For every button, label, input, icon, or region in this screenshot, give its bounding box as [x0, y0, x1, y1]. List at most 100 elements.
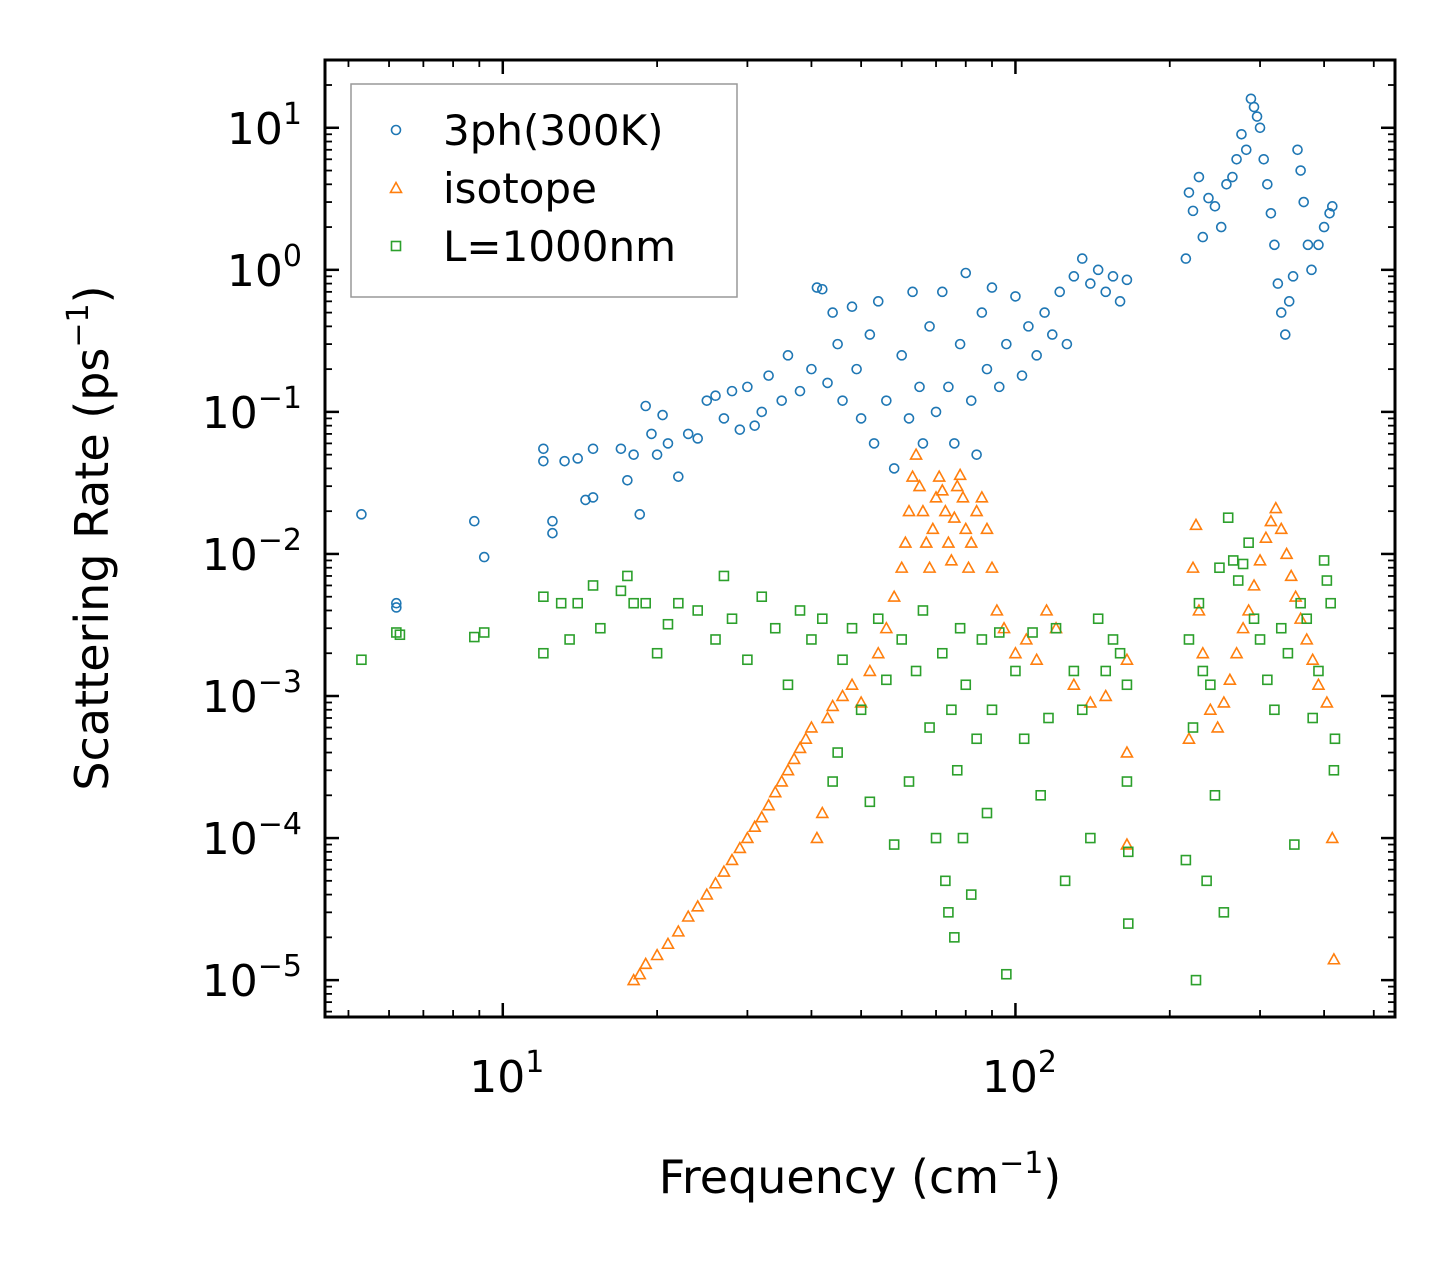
data-point	[1262, 179, 1273, 190]
data-point	[1229, 646, 1244, 659]
data-point	[1232, 575, 1244, 586]
data-point	[837, 395, 848, 406]
data-point	[622, 474, 633, 486]
data-point	[572, 453, 583, 464]
data-point	[832, 747, 843, 758]
data-point	[930, 406, 942, 418]
data-point	[816, 613, 828, 625]
data-point	[1325, 597, 1336, 609]
data-point	[905, 469, 920, 482]
data-point	[1180, 253, 1192, 264]
data-point	[1068, 665, 1080, 677]
data-point	[756, 591, 768, 603]
data-point	[1085, 832, 1096, 844]
data-point	[816, 283, 828, 295]
data-point	[1214, 562, 1225, 574]
y-tick-label: 10−5	[202, 949, 302, 1007]
data-point	[953, 467, 967, 481]
data-point	[943, 907, 954, 918]
y-tick-labels: 101 100 10−1 10−2 10−3 10−4 10−5	[202, 97, 302, 1007]
data-point	[879, 621, 894, 634]
data-point	[776, 395, 788, 406]
data-point	[1210, 720, 1225, 733]
data-point	[559, 455, 570, 467]
data-point	[394, 629, 406, 641]
data-point	[846, 301, 858, 313]
data-point	[910, 665, 922, 677]
data-point	[1186, 560, 1200, 573]
data-point	[969, 504, 984, 517]
data-point	[993, 627, 1005, 638]
data-point	[1241, 603, 1256, 616]
legend: 3ph(300K) isotope L=1000nm	[350, 83, 738, 298]
data-point	[937, 286, 948, 298]
data-point	[937, 647, 948, 659]
data-point	[1275, 622, 1287, 634]
data-point	[896, 350, 908, 361]
y-tick-label: 10−4	[202, 807, 302, 865]
data-point	[1327, 952, 1341, 965]
data-point	[718, 570, 730, 582]
data-point	[1268, 501, 1283, 514]
data-point	[538, 591, 549, 603]
data-point	[864, 329, 876, 340]
data-point	[1027, 627, 1038, 638]
data-point	[1215, 221, 1227, 233]
legend-marker	[389, 180, 403, 194]
data-point	[949, 932, 960, 943]
data-point	[1254, 634, 1266, 645]
data-point	[1301, 613, 1313, 625]
data-point	[1243, 537, 1254, 548]
data-point	[1100, 286, 1112, 298]
series-2	[356, 512, 1341, 986]
data-point	[1035, 789, 1046, 801]
data-point	[855, 413, 867, 424]
data-point	[912, 479, 927, 492]
data-point	[555, 597, 567, 609]
data-point	[1307, 712, 1318, 724]
data-point	[1122, 918, 1134, 929]
data-point	[832, 338, 843, 350]
data-point	[673, 597, 684, 609]
legend-box	[350, 83, 738, 298]
data-point	[1180, 854, 1192, 866]
data-point	[965, 395, 977, 406]
data-point	[946, 704, 957, 716]
data-point	[854, 695, 868, 708]
legend-item: 3ph(300K)	[390, 106, 663, 155]
data-point	[657, 409, 668, 421]
data-point	[1120, 837, 1134, 850]
legend-item: isotope	[389, 164, 597, 213]
data-point	[871, 646, 886, 659]
data-point	[1318, 221, 1330, 233]
data-point	[718, 413, 730, 424]
data-point	[815, 805, 830, 819]
data-point	[888, 839, 900, 850]
data-point	[1001, 338, 1012, 350]
data-point	[673, 471, 684, 482]
data-point	[1325, 830, 1340, 844]
data-point	[1284, 568, 1299, 582]
data-point	[903, 413, 915, 424]
data-point	[761, 798, 776, 811]
data-point	[356, 509, 367, 520]
legend-item: L=1000nm	[390, 222, 676, 271]
data-point	[1231, 153, 1242, 165]
data-point	[1269, 239, 1280, 251]
data-point	[1251, 111, 1263, 122]
data-point	[888, 463, 900, 474]
data-point	[710, 634, 721, 645]
data-point	[538, 647, 549, 659]
data-point	[651, 449, 663, 460]
data-point	[1019, 632, 1034, 645]
data-point	[1046, 329, 1058, 340]
data-point	[1193, 171, 1205, 183]
data-point	[662, 618, 674, 630]
data-point	[896, 634, 908, 645]
data-point	[710, 390, 721, 402]
data-point	[868, 438, 880, 449]
series-1	[626, 447, 1341, 986]
data-point	[1183, 187, 1195, 198]
data-point	[1001, 968, 1012, 980]
data-point	[960, 267, 972, 279]
